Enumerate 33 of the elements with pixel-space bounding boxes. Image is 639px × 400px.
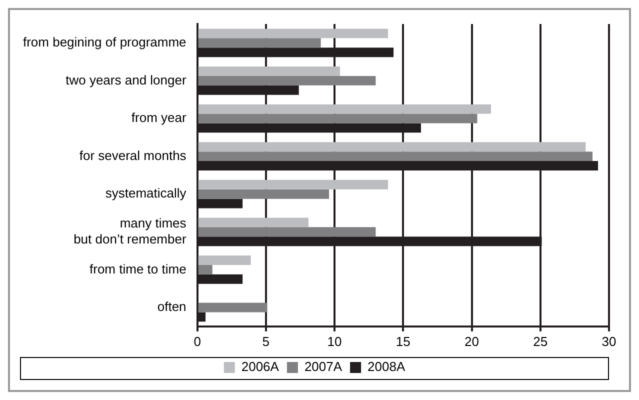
y-tick-label: systematically	[105, 186, 187, 201]
x-tick-label: 5	[262, 334, 270, 349]
legend-label: 2006A	[241, 359, 280, 374]
x-tick-label: 20	[464, 334, 479, 349]
bar	[198, 76, 376, 86]
legend-label: 2007A	[304, 359, 342, 374]
x-tick-label: 10	[327, 334, 342, 349]
y-tick-label: for several months	[79, 148, 187, 163]
y-tick-label: from begining of programme	[22, 34, 186, 50]
bar	[198, 180, 388, 190]
x-tick-label: 25	[533, 334, 548, 349]
bar	[198, 264, 212, 274]
bar	[198, 142, 586, 152]
bar	[198, 38, 321, 48]
x-tick-label: 15	[396, 334, 410, 349]
bar	[198, 189, 330, 199]
bar	[198, 152, 593, 162]
legend-label: 2008A	[368, 359, 406, 374]
bar	[198, 256, 251, 265]
x-tick-label: 30	[602, 334, 616, 349]
y-tick-label: often	[157, 299, 186, 314]
bar	[198, 104, 491, 114]
bar	[198, 28, 388, 38]
bar	[198, 66, 340, 76]
y-tick-label: many times but don’t remember	[74, 216, 187, 246]
y-tick-label: from year	[131, 110, 187, 126]
y-tick-label: from time to time	[90, 261, 186, 276]
x-tick-label: 0	[194, 334, 201, 349]
y-tick-label: two years and longer	[66, 72, 187, 88]
bar	[198, 218, 308, 228]
bar	[198, 114, 478, 124]
bar	[198, 302, 268, 312]
bar	[198, 227, 376, 237]
